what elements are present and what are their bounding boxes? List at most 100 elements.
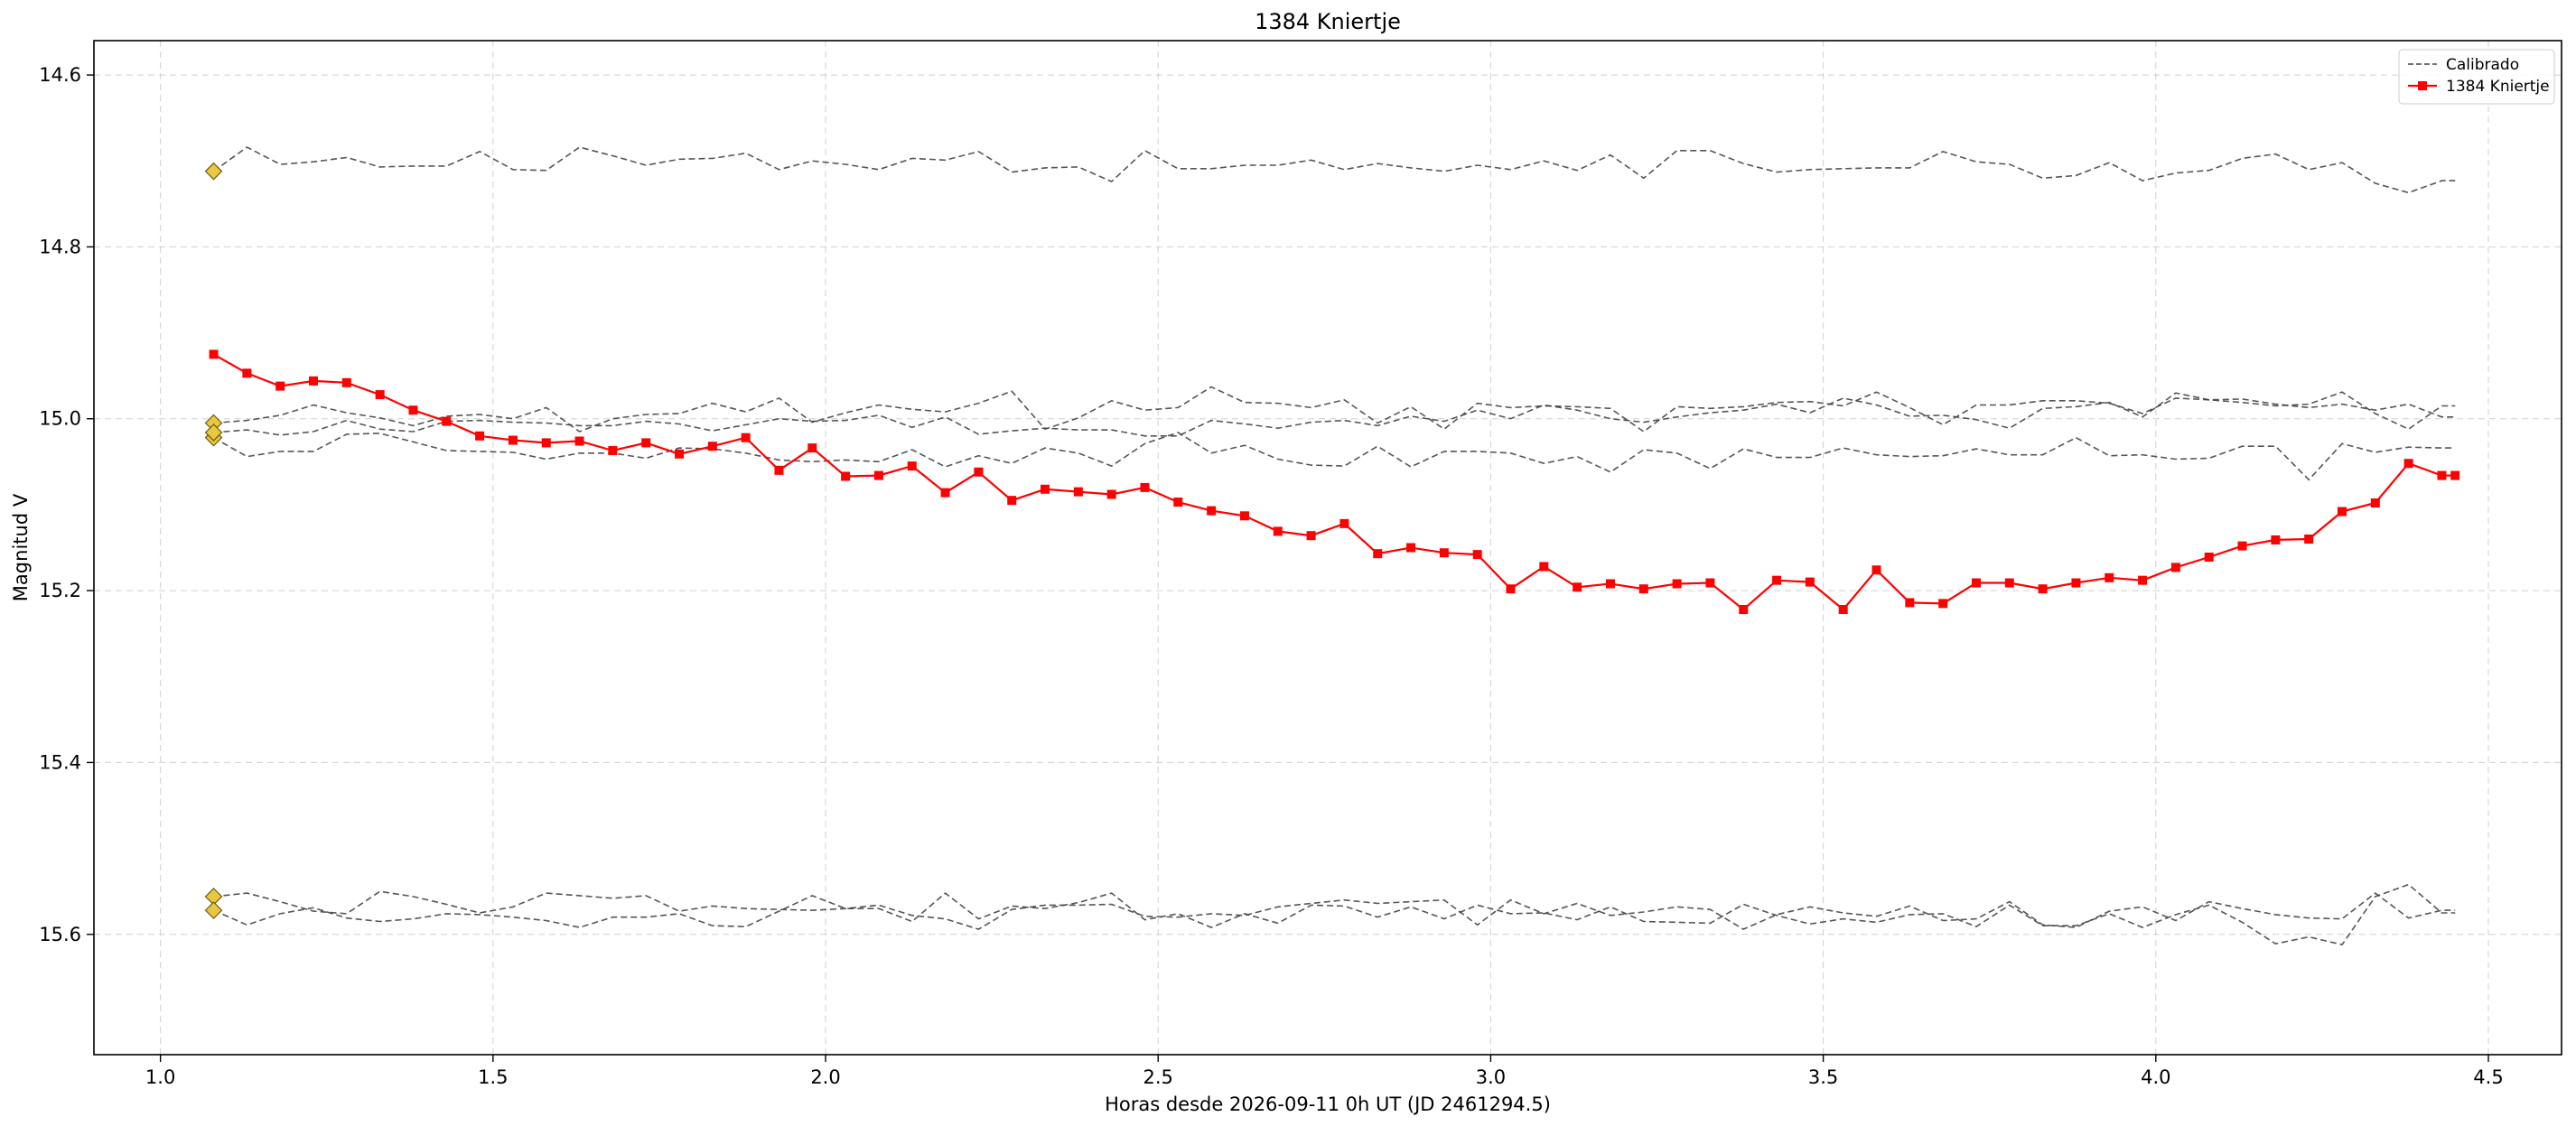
- target-data-point: [1339, 518, 1349, 528]
- comparison-series-line: [213, 146, 2456, 194]
- target-data-point: [741, 433, 751, 442]
- target-data-point: [641, 438, 651, 448]
- target-data-point: [1772, 575, 1782, 585]
- target-data-point: [508, 435, 518, 445]
- y-tick-label: 15.6: [39, 924, 81, 945]
- target-data-point: [2370, 498, 2380, 508]
- target-data-point: [1605, 579, 1615, 589]
- target-data-point: [1140, 482, 1150, 492]
- target-data-point: [442, 416, 452, 426]
- x-tick-label: 4.0: [2141, 1066, 2170, 1088]
- target-data-point: [1041, 484, 1050, 494]
- target-data-point: [2105, 572, 2114, 582]
- y-tick-label: 15.4: [39, 751, 81, 773]
- chart-title: 1384 Kniertje: [1255, 9, 1401, 34]
- target-data-point: [1573, 582, 1582, 592]
- target-data-point: [1373, 549, 1383, 559]
- target-data-point: [475, 431, 485, 441]
- comparison-series-line: [213, 890, 2456, 930]
- target-data-point: [1971, 578, 1981, 588]
- target-data-point: [408, 405, 418, 415]
- target-data-point: [1106, 489, 1116, 499]
- target-data-point: [2337, 507, 2347, 516]
- target-data-point: [1306, 531, 1316, 541]
- y-axis-label: Magnitud V: [10, 493, 32, 601]
- target-data-point: [2304, 534, 2314, 544]
- target-data-point: [1007, 496, 1017, 506]
- target-data-point: [675, 449, 685, 459]
- y-tick-label: 14.6: [39, 64, 81, 86]
- target-data-point: [1506, 584, 1516, 594]
- target-data-point: [2004, 578, 2014, 588]
- legend-box: [2398, 49, 2555, 105]
- start-marker: [204, 162, 223, 181]
- plot-frame: [93, 40, 2562, 1056]
- x-tick-label: 1.5: [478, 1066, 508, 1088]
- target-data-point: [2450, 470, 2460, 480]
- target-data-point: [1805, 577, 1815, 587]
- axis-ticks: 1.0 1.5 2.0 2.5 3.0 3.5 4.0 4.5 14.6 14.8 15.0 15.2…: [39, 64, 2503, 1088]
- x-tick-label: 4.5: [2473, 1066, 2503, 1088]
- target-data-point: [1905, 598, 1915, 608]
- legend: Calibrado 1384 Kniertje: [2398, 49, 2555, 105]
- y-tick-label: 14.8: [39, 236, 81, 257]
- x-tick-label: 3.5: [1808, 1066, 1838, 1088]
- series-layer: [204, 146, 2460, 946]
- target-data-point: [574, 436, 584, 446]
- target-data-point: [2403, 459, 2413, 469]
- target-data-point: [907, 461, 917, 471]
- target-data-point: [341, 377, 351, 387]
- y-tick-label: 15.0: [39, 408, 81, 430]
- target-data-point: [1739, 605, 1749, 615]
- target-data-point: [2271, 535, 2281, 544]
- target-data-point: [707, 442, 717, 451]
- target-data-point: [2237, 541, 2247, 551]
- grid: [94, 41, 2562, 1055]
- target-data-point: [1239, 511, 1249, 521]
- target-data-point: [1838, 605, 1848, 615]
- target-data-point: [2204, 552, 2214, 562]
- target-data-point: [1871, 565, 1881, 575]
- target-data-point: [1472, 550, 1482, 560]
- target-data-point: [1173, 498, 1183, 507]
- target-data-point: [1638, 584, 1648, 594]
- target-data-point: [1439, 548, 1449, 558]
- target-data-point: [242, 368, 252, 378]
- target-data-point: [1207, 506, 1217, 516]
- target-data-point: [1406, 543, 1416, 553]
- x-tick-label: 1.0: [145, 1066, 175, 1088]
- target-data-point: [1938, 599, 1948, 609]
- target-data-point: [774, 465, 784, 475]
- target-data-point: [2170, 563, 2180, 572]
- legend-label-target: 1384 Kniertje: [2446, 78, 2550, 96]
- target-data-point: [608, 445, 618, 455]
- target-data-point: [807, 443, 817, 453]
- target-data-point: [1539, 562, 1549, 572]
- target-data-point: [1273, 526, 1283, 536]
- target-series-line: [212, 353, 2456, 611]
- target-data-point: [275, 381, 285, 391]
- start-marker: [204, 423, 223, 442]
- target-data-point: [974, 467, 984, 477]
- x-axis-label: Horas desde 2026-09-11 0h UT (JD 2461294…: [1105, 1093, 1551, 1115]
- start-marker: [204, 901, 223, 919]
- target-data-point: [1672, 579, 1682, 589]
- comparison-series-line: [213, 432, 2456, 481]
- y-tick-label: 15.2: [39, 580, 81, 601]
- comparison-series-line: [213, 392, 2456, 437]
- x-tick-label: 2.0: [810, 1066, 840, 1088]
- target-data-point: [873, 470, 883, 480]
- x-tick-label: 2.5: [1143, 1066, 1173, 1088]
- target-data-point: [2138, 575, 2148, 585]
- target-data-point: [375, 390, 385, 400]
- target-data-point: [1705, 578, 1715, 588]
- target-data-point: [2437, 470, 2447, 480]
- comparison-series-line: [213, 386, 2456, 433]
- legend-label-calibrado: Calibrado: [2446, 56, 2519, 74]
- x-tick-label: 3.0: [1476, 1066, 1506, 1088]
- target-data-point: [1073, 487, 1083, 497]
- target-data-point: [209, 349, 219, 359]
- target-data-point: [2038, 584, 2048, 594]
- target-data-point: [841, 471, 851, 481]
